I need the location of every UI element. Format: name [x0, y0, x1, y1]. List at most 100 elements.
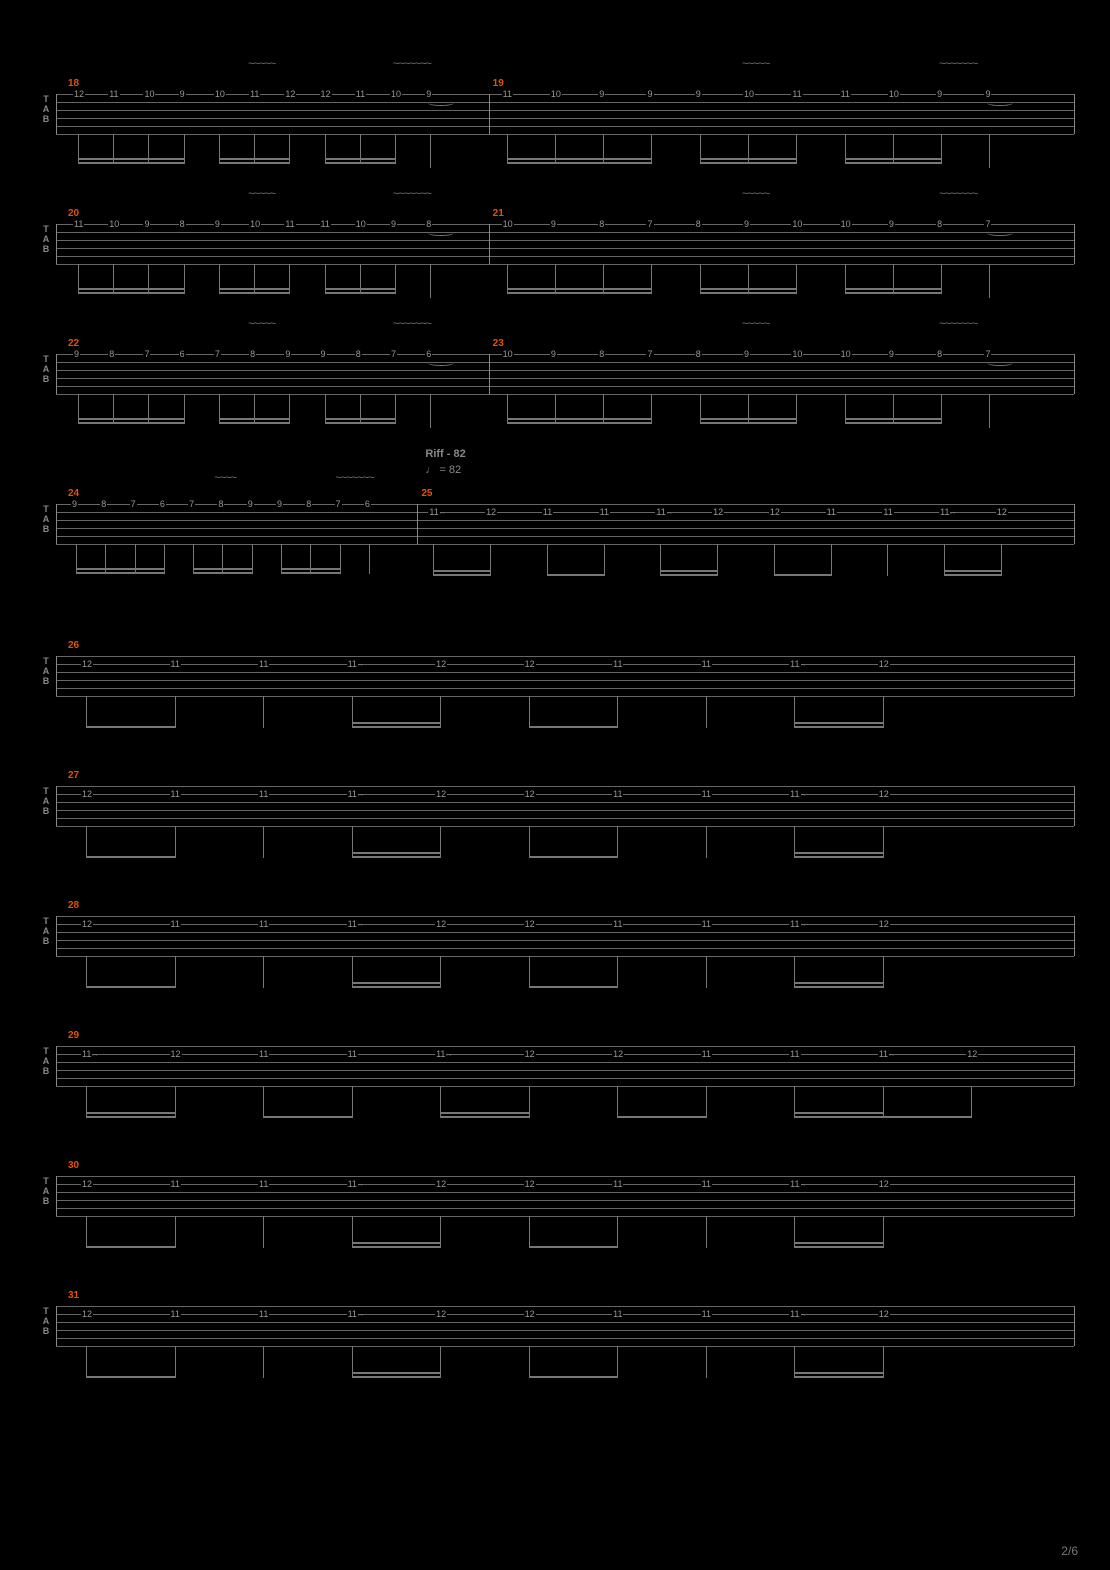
fret-number: 12: [81, 660, 93, 668]
fret-number: 7: [984, 350, 991, 358]
vibrato-mark: ~~~~~: [248, 58, 275, 70]
tab-clef-label: TAB: [38, 1176, 54, 1206]
measure-number: 21: [493, 208, 504, 219]
fret-number: 12: [878, 790, 890, 798]
tab-staff-row: TAB291112111111121211111112⌢⌢⌢: [38, 1010, 1074, 1140]
measure-number: 18: [68, 78, 79, 89]
tab-clef-label: TAB: [38, 1306, 54, 1336]
fret-number: 7: [214, 350, 221, 358]
fret-number: 12: [435, 1310, 447, 1318]
fret-number: 12: [612, 1050, 624, 1058]
fret-number: 10: [214, 90, 226, 98]
fret-number: 11: [355, 90, 366, 98]
fret-number: 9: [550, 220, 557, 228]
fret-number: 11: [347, 660, 358, 668]
tab-clef-label: TAB: [38, 1046, 54, 1076]
vibrato-mark: ~~~~~~~: [939, 188, 977, 200]
fret-number: 11: [73, 220, 84, 228]
tab-staff-row: TAB222398767899876~~~~~~~~~~~~1098789101…: [38, 318, 1074, 448]
fret-number: 11: [284, 220, 295, 228]
vibrato-mark: ~~~~~~~: [393, 58, 431, 70]
tab-clef-label: TAB: [38, 786, 54, 816]
fret-number: 9: [936, 90, 943, 98]
fret-number: 10: [743, 90, 755, 98]
fret-number: 11: [347, 1050, 358, 1058]
measure-number: 29: [68, 1030, 79, 1041]
fret-number: 11: [258, 1180, 269, 1188]
fret-number: 11: [170, 660, 181, 668]
fret-number: 11: [258, 920, 269, 928]
fret-number: 12: [524, 1310, 536, 1318]
fret-number: 10: [888, 90, 900, 98]
tab-staff-row: TAB181912111091011121211109~~~~~~~~~~~~1…: [38, 58, 1074, 188]
fret-number: 12: [435, 790, 447, 798]
fret-number: 9: [73, 350, 80, 358]
fret-number: 11: [840, 90, 851, 98]
fret-number: 12: [878, 1310, 890, 1318]
measure-number: 27: [68, 770, 79, 781]
fret-number: 11: [701, 660, 712, 668]
fret-number: 11: [347, 790, 358, 798]
vibrato-mark: ~~~~~~~: [939, 58, 977, 70]
fret-number: 10: [249, 220, 261, 228]
tab-staves-container: TAB181912111091011121211109~~~~~~~~~~~~1…: [38, 58, 1074, 1400]
fret-number: 9: [550, 350, 557, 358]
fret-number: 11: [701, 920, 712, 928]
fret-number: 12: [435, 920, 447, 928]
tempo-marking: ♩ = 82: [425, 464, 461, 476]
fret-number: 9: [743, 350, 750, 358]
measure-number: 23: [493, 338, 504, 349]
fret-number: 8: [355, 350, 362, 358]
page-number: 2/6: [1061, 1544, 1078, 1558]
fret-number: 10: [355, 220, 367, 228]
fret-number: 11: [258, 1050, 269, 1058]
tab-clef-label: TAB: [38, 354, 54, 384]
fret-number: 9: [179, 90, 186, 98]
tab-clef-label: TAB: [38, 656, 54, 686]
fret-number: 10: [390, 90, 402, 98]
measure-number: 20: [68, 208, 79, 219]
fret-number: 12: [524, 660, 536, 668]
fret-number: 11: [878, 1050, 889, 1058]
fret-number: 11: [249, 90, 260, 98]
fret-number: 10: [791, 350, 803, 358]
tab-clef-label: TAB: [38, 504, 54, 534]
fret-number: 12: [524, 920, 536, 928]
fret-number: 10: [502, 350, 514, 358]
fret-number: 10: [108, 220, 120, 228]
fret-number: 12: [81, 1180, 93, 1188]
fret-number: 11: [789, 790, 800, 798]
fret-number: 10: [840, 220, 852, 228]
fret-number: 7: [646, 350, 653, 358]
fret-number: 8: [598, 350, 605, 358]
fret-number: 6: [179, 350, 186, 358]
measure-number: 26: [68, 640, 79, 651]
vibrato-mark: ~~~~~~~: [393, 188, 431, 200]
fret-number: 11: [170, 920, 181, 928]
fret-number: 11: [170, 1310, 181, 1318]
fret-number: 12: [435, 1180, 447, 1188]
fret-number: 11: [791, 90, 802, 98]
fret-number: 11: [320, 220, 331, 228]
fret-number: 11: [258, 790, 269, 798]
tab-staff-row: TAB2425Riff - 82♩ = 8298767899876~~~~~~~…: [38, 448, 1074, 620]
fret-number: 9: [598, 90, 605, 98]
fret-number: 12: [524, 1050, 536, 1058]
fret-number: 8: [695, 350, 702, 358]
fret-number: 11: [81, 1050, 92, 1058]
fret-number: 12: [81, 1310, 93, 1318]
fret-number: 8: [936, 220, 943, 228]
fret-number: 11: [701, 1310, 712, 1318]
fret-number: 10: [502, 220, 514, 228]
fret-number: 12: [81, 790, 93, 798]
fret-number: 9: [284, 350, 291, 358]
fret-number: 11: [347, 1180, 358, 1188]
fret-number: 11: [502, 90, 513, 98]
fret-number: 12: [435, 660, 447, 668]
fret-number: 11: [701, 1180, 712, 1188]
measure-number: 31: [68, 1290, 79, 1301]
fret-number: 9: [214, 220, 221, 228]
tab-staff-row: TAB2612111111121211111112⌢⌢: [38, 620, 1074, 750]
fret-number: 9: [646, 90, 653, 98]
fret-number: 8: [249, 350, 256, 358]
